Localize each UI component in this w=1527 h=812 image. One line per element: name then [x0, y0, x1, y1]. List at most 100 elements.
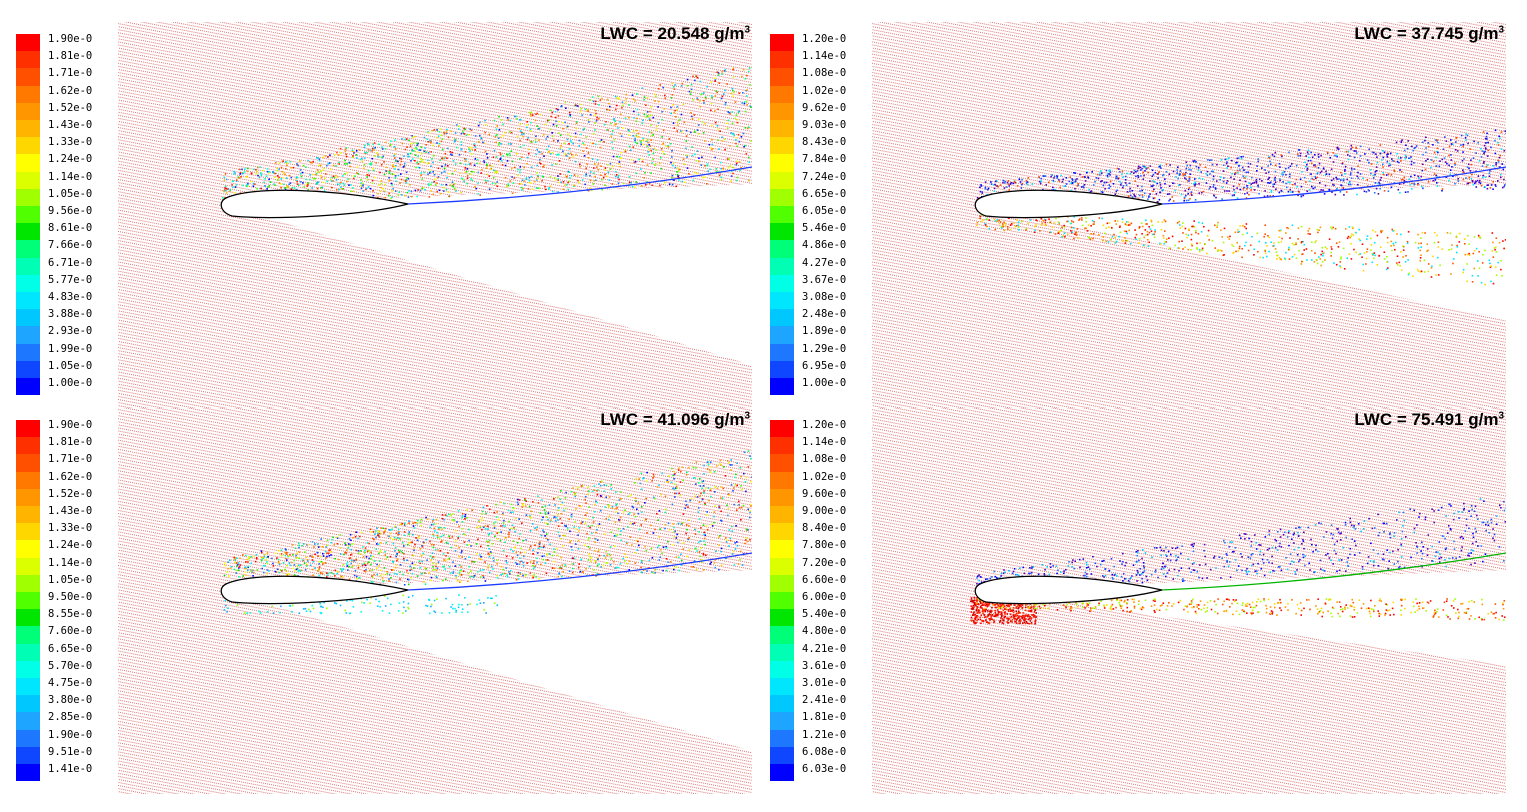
legend-swatch: [16, 695, 40, 713]
legend-swatch: [16, 360, 40, 378]
legend-swatch: [770, 51, 794, 69]
title-exponent: 3: [744, 24, 750, 36]
legend-tick-label: 6.65e-0: [802, 187, 847, 200]
legend-swatch: [770, 506, 794, 524]
particle-track-field: [872, 408, 1506, 794]
legend-swatch: [16, 557, 40, 575]
wake-streak: [1161, 552, 1506, 591]
legend-swatch: [770, 643, 794, 661]
legend-tick-label: 9.00e-0: [802, 505, 847, 517]
legend-tick-label: 1.89e-0: [802, 325, 847, 338]
legend-swatch: [770, 488, 794, 506]
legend-tick-label: 4.83e-0: [48, 291, 93, 303]
legend-swatch: [16, 326, 40, 344]
legend-tick-label: 1.05e-0: [48, 573, 93, 586]
airfoil-flow-plot: [118, 408, 752, 794]
legend-swatch: [770, 454, 794, 472]
legend-swatch: [16, 188, 40, 206]
wake-streak: [407, 552, 752, 591]
legend-swatch: [770, 471, 794, 489]
color-legend: 1.90e-0 1.81e-0 1.71e-0 1.62e-0 1.52e-0 1.43e…: [0, 22, 108, 408]
legend-swatch: [16, 378, 40, 396]
airfoil-flow-plot: [872, 408, 1506, 794]
legend-tick-label: 7.80e-0: [802, 539, 847, 552]
legend-swatch: [770, 309, 794, 327]
legend-swatch: [16, 292, 40, 310]
legend-swatch: [770, 678, 794, 696]
particle-shadow-zone: [976, 184, 1506, 321]
legend-tick-label: 6.08e-0: [802, 745, 847, 758]
legend-swatch: [16, 592, 40, 610]
legend-tick-label: 9.56e-0: [48, 205, 93, 217]
legend-tick-label: 1.43e-0: [48, 505, 93, 517]
legend-swatch: [16, 746, 40, 764]
legend-tick-label: 1.62e-0: [48, 470, 93, 483]
legend-swatch: [770, 695, 794, 713]
legend-swatch: [770, 85, 794, 103]
legend-tick-label: 5.40e-0: [802, 608, 847, 621]
legend-swatch: [16, 120, 40, 138]
legend-swatch: [16, 488, 40, 506]
legend-tick-label: 3.67e-0: [802, 273, 847, 286]
legend-tick-label: 2.41e-0: [802, 694, 847, 707]
title-exponent: 3: [1498, 410, 1504, 422]
legend-tick-label: 3.61e-0: [802, 659, 847, 672]
legend-swatch: [16, 223, 40, 241]
legend-tick-label: 1.02e-0: [802, 84, 847, 97]
legend-swatch: [16, 764, 40, 782]
legend-tick-label: 8.55e-0: [48, 608, 93, 621]
airfoil-outline: [974, 575, 1163, 605]
airfoil-flow-plot: [872, 22, 1506, 408]
legend-swatch: [770, 746, 794, 764]
legend-swatch: [16, 437, 40, 455]
panel-title: LWC = 37.745 g/m3: [1354, 24, 1504, 44]
legend-swatch: [770, 292, 794, 310]
legend-swatch: [16, 660, 40, 678]
title-text: LWC = 37.745 g/m: [1354, 24, 1499, 43]
legend-tick-label: 8.40e-0: [802, 522, 847, 535]
legend-tick-label: 1.90e-0: [48, 33, 93, 45]
contour-panel-bottom-right: 1.20e-0 1.14e-0 1.08e-0 1.02e-0 9.60e-0 9.00e…: [754, 408, 1506, 794]
legend-tick-label: 7.20e-0: [802, 556, 847, 569]
legend-tick-label: 1.62e-0: [48, 84, 93, 97]
legend-tick-label: 1.90e-0: [48, 419, 93, 431]
legend-tick-label: 9.62e-0: [802, 101, 847, 114]
legend-tick-label: 3.01e-0: [802, 677, 847, 689]
legend-swatch: [16, 626, 40, 644]
legend-swatch: [770, 609, 794, 627]
legend-tick-label: 1.24e-0: [48, 153, 93, 166]
legend-tick-label: 1.90e-0: [48, 728, 93, 741]
legend-swatch: [16, 51, 40, 69]
legend-tick-label: 1.14e-0: [802, 436, 847, 449]
legend-tick-label: 1.71e-0: [48, 453, 93, 466]
legend-tick-label: 6.71e-0: [48, 256, 93, 269]
legend-tick-label: 1.20e-0: [802, 419, 847, 431]
legend-swatch: [16, 343, 40, 361]
legend-tick-label: 5.70e-0: [48, 659, 93, 672]
legend-tick-label: 1.00e-0: [802, 377, 847, 389]
color-legend: 1.20e-0 1.14e-0 1.08e-0 1.02e-0 9.60e-0 9.00e…: [754, 408, 862, 794]
legend-swatch: [770, 592, 794, 610]
legend-swatch: [16, 506, 40, 524]
legend-tick-label: 1.29e-0: [802, 342, 847, 355]
legend-swatch: [770, 34, 794, 52]
particle-shadow-zone: [222, 184, 752, 366]
legend-tick-label: 1.08e-0: [802, 67, 847, 80]
legend-swatch: [16, 206, 40, 224]
legend-tick-label: 2.48e-0: [802, 308, 847, 321]
legend-tick-label: 1.14e-0: [48, 170, 93, 183]
legend-tick-label: 4.27e-0: [802, 256, 847, 269]
legend-swatch: [16, 154, 40, 172]
legend-tick-label: 1.33e-0: [48, 136, 93, 149]
legend-swatch: [770, 257, 794, 275]
legend-swatch: [770, 764, 794, 782]
legend-swatch: [770, 437, 794, 455]
legend-tick-label: 8.43e-0: [802, 136, 847, 149]
legend-tick-label: 3.08e-0: [802, 291, 847, 303]
particle-track-field: [872, 22, 1506, 408]
legend-tick-label: 1.08e-0: [802, 453, 847, 466]
legend-swatch: [16, 678, 40, 696]
legend-swatch: [770, 223, 794, 241]
legend-tick-label: 1.14e-0: [802, 50, 847, 63]
legend-tick-label: 1.33e-0: [48, 522, 93, 535]
